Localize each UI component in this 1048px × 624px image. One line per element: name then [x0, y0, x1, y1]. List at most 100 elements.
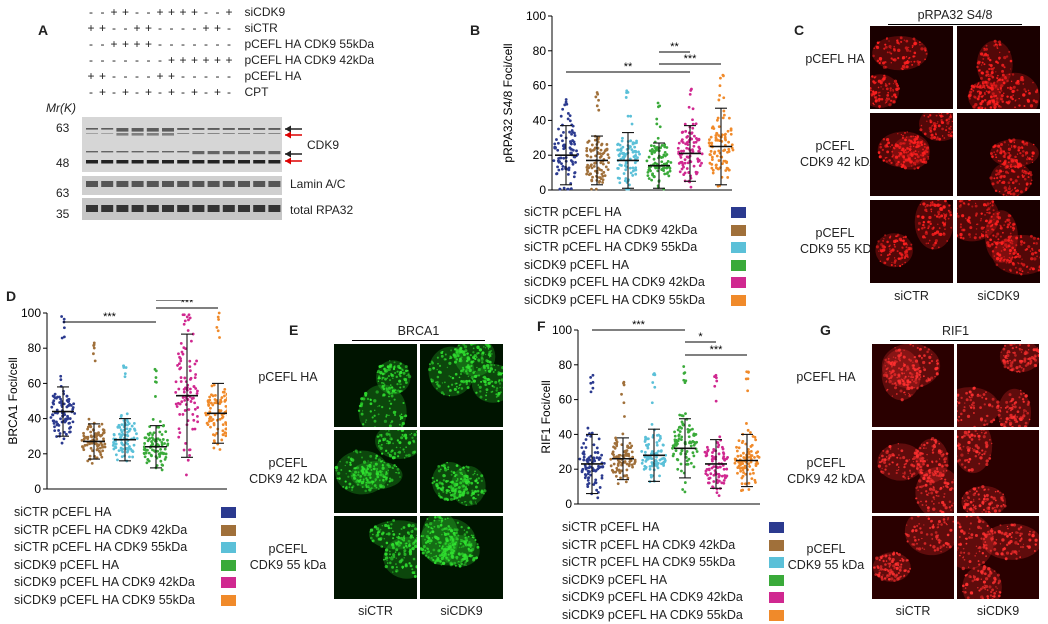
- data-point: [58, 396, 61, 399]
- data-point: [53, 425, 56, 428]
- data-point: [99, 453, 102, 456]
- data-point: [183, 377, 186, 380]
- data-point: [634, 150, 637, 153]
- data-point: [182, 396, 185, 399]
- data-point: [630, 172, 633, 175]
- data-point: [655, 123, 658, 126]
- data-point: [717, 445, 720, 448]
- data-point: [163, 452, 166, 455]
- data-point: [589, 173, 592, 176]
- data-point: [608, 156, 611, 159]
- data-point: [614, 471, 617, 474]
- data-point: [690, 445, 693, 448]
- data-point: [738, 439, 741, 442]
- data-point: [712, 172, 715, 175]
- data-point: [744, 482, 747, 485]
- data-point: [607, 161, 610, 164]
- data-point: [723, 468, 726, 471]
- data-point: [722, 482, 725, 485]
- data-point: [584, 476, 587, 479]
- significance-label: ***: [684, 53, 698, 65]
- data-point: [194, 408, 197, 411]
- legend-label: siCDK9 pCEFL HA: [524, 257, 629, 275]
- data-point: [93, 347, 96, 350]
- data-point: [552, 159, 555, 162]
- data-point: [681, 488, 684, 491]
- data-point: [594, 478, 597, 481]
- legend-swatch: [731, 295, 746, 306]
- data-point: [629, 139, 632, 142]
- data-point: [53, 422, 56, 425]
- data-point: [178, 413, 181, 416]
- data-point: [148, 452, 151, 455]
- legend-swatch: [731, 207, 746, 218]
- data-point: [128, 422, 131, 425]
- data-point: [588, 482, 591, 485]
- data-point: [100, 443, 103, 446]
- data-point: [680, 438, 683, 441]
- data-point: [657, 105, 660, 108]
- data-point: [691, 118, 694, 121]
- data-point: [215, 326, 218, 329]
- data-point: [582, 442, 585, 445]
- data-point: [658, 474, 661, 477]
- y-tick-label: 20: [28, 447, 42, 461]
- data-point: [68, 427, 71, 430]
- legend-item: siCTR pCEFL HA CDK9 55kDa: [524, 239, 746, 257]
- micrograph-image: [957, 26, 1040, 109]
- data-point: [224, 428, 227, 431]
- micrograph-image: [957, 344, 1039, 427]
- data-point: [601, 173, 604, 176]
- data-point: [151, 436, 154, 439]
- data-point: [182, 346, 185, 349]
- data-point: [653, 175, 656, 178]
- data-point: [86, 428, 89, 431]
- data-point: [59, 432, 62, 435]
- data-point: [92, 352, 95, 355]
- data-point: [586, 458, 589, 461]
- data-point: [583, 456, 586, 459]
- data-point: [600, 169, 603, 172]
- data-point: [160, 441, 163, 444]
- data-point: [154, 380, 157, 383]
- data-point: [166, 439, 169, 442]
- significance-label: ***: [632, 319, 646, 331]
- data-point: [695, 122, 698, 125]
- data-point: [164, 448, 167, 451]
- data-point: [684, 379, 687, 382]
- data-point: [223, 400, 226, 403]
- data-point: [669, 167, 672, 170]
- data-point: [557, 128, 560, 131]
- legend-label: siCTR pCEFL HA CDK9 42kDa: [524, 222, 697, 240]
- data-point: [590, 390, 593, 393]
- data-point: [192, 385, 195, 388]
- data-point: [573, 175, 576, 178]
- data-point: [590, 179, 593, 182]
- significance-label: ***: [165, 300, 179, 301]
- y-tick-label: 0: [565, 497, 572, 510]
- legend-label: siCTR pCEFL HA CDK9 55kDa: [562, 554, 735, 572]
- data-point: [196, 415, 199, 418]
- data-point: [665, 167, 668, 170]
- data-point: [617, 143, 620, 146]
- significance-label: *: [698, 331, 703, 343]
- data-point: [719, 77, 722, 80]
- data-point: [147, 433, 150, 436]
- data-point: [574, 161, 577, 164]
- data-point: [638, 153, 641, 156]
- data-point: [95, 434, 98, 437]
- data-point: [611, 452, 614, 455]
- data-point: [609, 458, 612, 461]
- data-point: [144, 455, 147, 458]
- data-point: [735, 446, 738, 449]
- data-point: [647, 174, 650, 177]
- legend-swatch: [221, 525, 236, 536]
- data-point: [209, 426, 212, 429]
- title-rule: [352, 340, 485, 341]
- data-point: [585, 147, 588, 150]
- data-point: [146, 461, 149, 464]
- data-point: [589, 164, 592, 167]
- data-point: [175, 380, 178, 383]
- data-point: [559, 188, 562, 191]
- micrograph-col-label: siCDK9: [420, 604, 503, 618]
